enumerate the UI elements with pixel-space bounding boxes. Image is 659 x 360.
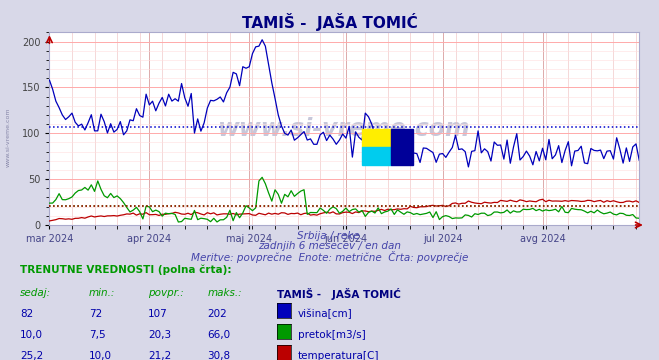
Text: 202: 202 [208, 309, 227, 319]
Text: 10,0: 10,0 [20, 330, 43, 340]
Text: 107: 107 [148, 309, 168, 319]
Text: 72: 72 [89, 309, 102, 319]
Bar [362, 147, 391, 165]
Text: TAMIŠ -  JAŠA TOMIĆ: TAMIŠ - JAŠA TOMIĆ [242, 13, 417, 31]
Text: temperatura[C]: temperatura[C] [298, 351, 380, 360]
Text: 25,2: 25,2 [20, 351, 43, 360]
Text: pretok[m3/s]: pretok[m3/s] [298, 330, 366, 340]
Text: 30,8: 30,8 [208, 351, 231, 360]
Text: TRENUTNE VREDNOSTI (polna črta):: TRENUTNE VREDNOSTI (polna črta): [20, 265, 231, 275]
Text: 66,0: 66,0 [208, 330, 231, 340]
Text: www.si-vreme.com: www.si-vreme.com [218, 117, 471, 141]
Bar [362, 129, 391, 147]
Text: www.si-vreme.com: www.si-vreme.com [5, 107, 11, 167]
Text: TAMIŠ -   JAŠA TOMIĆ: TAMIŠ - JAŠA TOMIĆ [277, 288, 401, 300]
Text: sedaj:: sedaj: [20, 288, 51, 298]
Text: zadnjih 6 mesecev / en dan: zadnjih 6 mesecev / en dan [258, 241, 401, 251]
Text: Meritve: povprečne  Enote: metrične  Črta: povprečje: Meritve: povprečne Enote: metrične Črta:… [191, 251, 468, 263]
Text: višina[cm]: višina[cm] [298, 309, 353, 319]
Text: 7,5: 7,5 [89, 330, 105, 340]
Text: 82: 82 [20, 309, 33, 319]
Text: maks.:: maks.: [208, 288, 243, 298]
Bar [391, 129, 413, 165]
Text: 21,2: 21,2 [148, 351, 171, 360]
Text: 20,3: 20,3 [148, 330, 171, 340]
Text: 10,0: 10,0 [89, 351, 112, 360]
Text: Srbija / reke.: Srbija / reke. [297, 231, 362, 241]
Text: povpr.:: povpr.: [148, 288, 184, 298]
Text: min.:: min.: [89, 288, 115, 298]
